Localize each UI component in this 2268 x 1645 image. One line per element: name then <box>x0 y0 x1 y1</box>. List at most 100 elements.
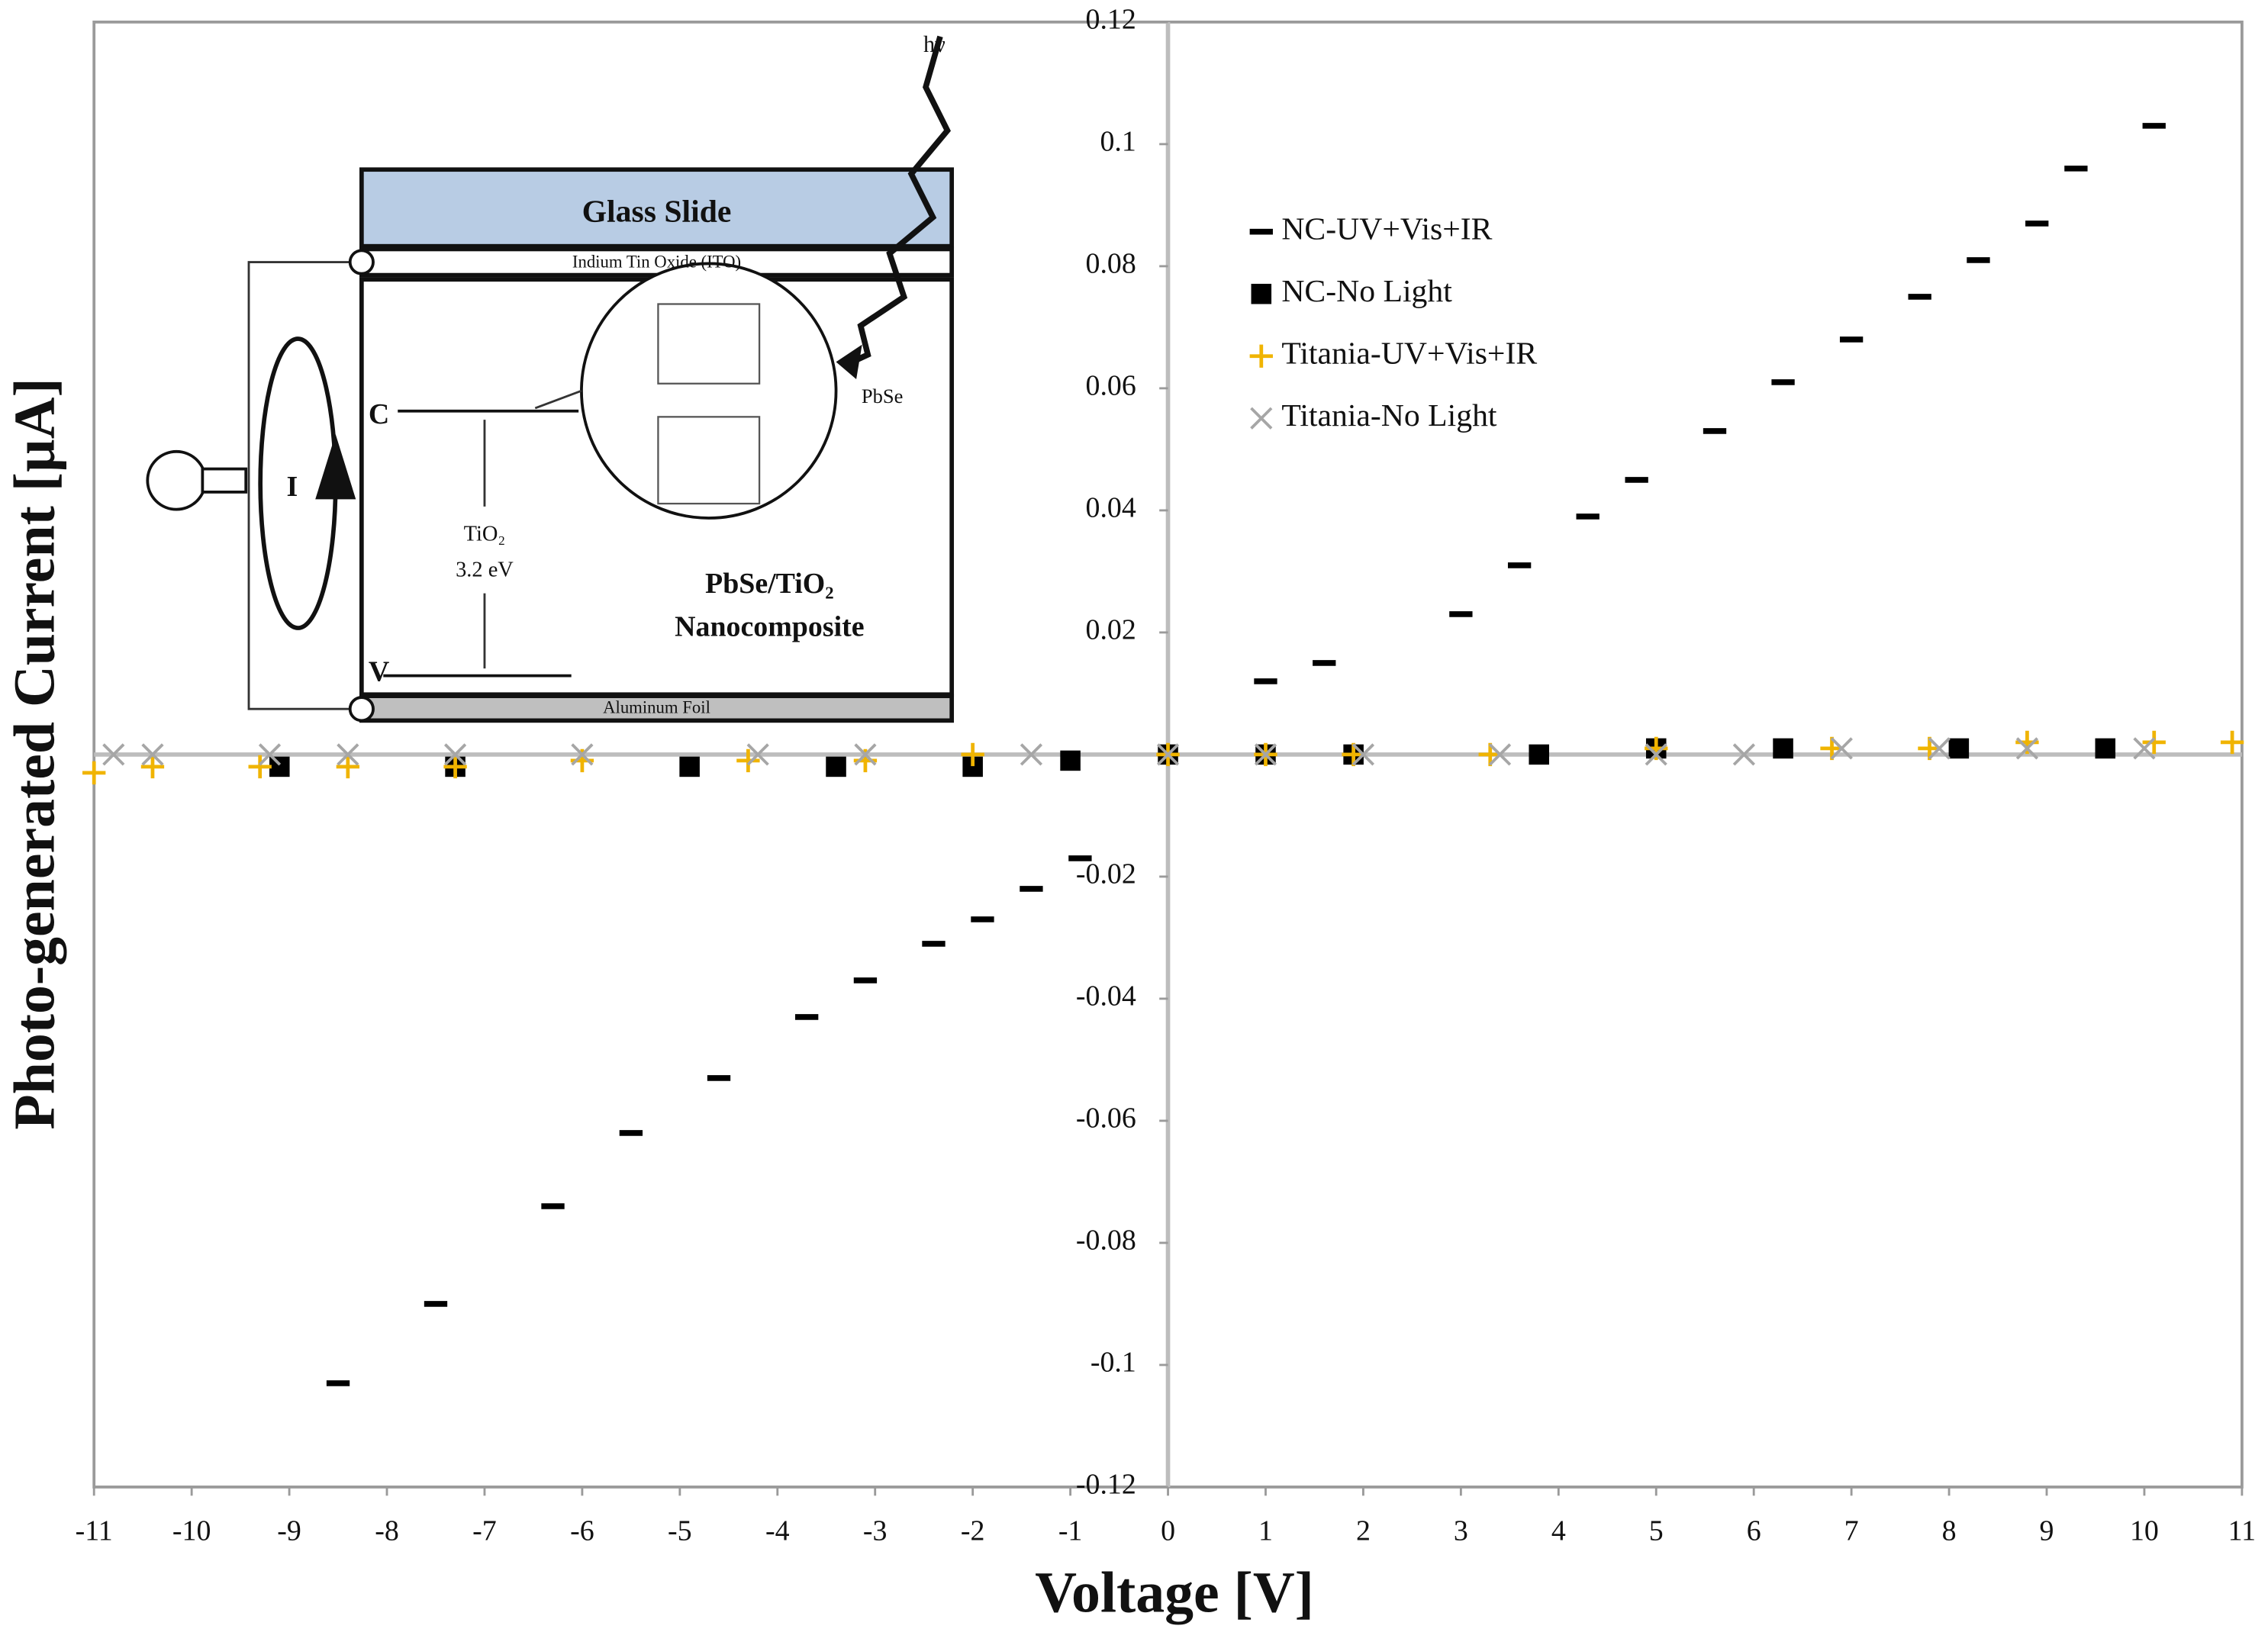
data-point <box>2220 730 2244 755</box>
dot-band <box>657 303 761 385</box>
y-tick-label: -0.06 <box>1076 1103 1136 1135</box>
bulb-base <box>201 467 248 494</box>
y-tick-label: 0.06 <box>1086 370 1136 402</box>
x-tick-label: -7 <box>472 1515 497 1547</box>
y-tick-label: 0.12 <box>1086 4 1136 36</box>
data-point <box>258 743 282 766</box>
x-tick-label: 8 <box>1942 1515 1957 1547</box>
data-point <box>1948 738 1970 759</box>
inset-label: Aluminum Foil <box>603 697 710 716</box>
data-point <box>826 756 846 777</box>
legend-label: NC-UV+Vis+IR <box>1281 211 1492 246</box>
x-tick-label: -8 <box>375 1515 399 1547</box>
data-point <box>248 755 272 779</box>
data-point <box>337 743 359 766</box>
legend-label: Titania-No Light <box>1281 398 1497 433</box>
y-tick-label: -0.12 <box>1076 1469 1136 1501</box>
data-point <box>269 756 290 777</box>
x-tick-label: -6 <box>570 1515 594 1547</box>
x-tick-label: 9 <box>2040 1515 2054 1547</box>
x-axis-title: Voltage [V] <box>1035 1560 1314 1624</box>
data-point <box>443 743 467 766</box>
pointer <box>534 389 582 410</box>
data-point <box>1732 743 1755 766</box>
ray-head <box>836 344 862 380</box>
data-point <box>1342 742 1365 767</box>
data-point <box>140 755 165 779</box>
inset-label: 3.2 eV <box>456 559 514 582</box>
data-point <box>854 743 877 766</box>
data-point <box>746 743 769 766</box>
current-arrow <box>315 434 356 500</box>
data-point <box>1351 743 1375 766</box>
inset-label: I <box>286 471 298 503</box>
data-point <box>1773 738 1793 759</box>
x-tick-label: -9 <box>277 1515 301 1547</box>
data-point <box>102 743 125 766</box>
x-tick-label: -4 <box>765 1515 790 1547</box>
data-point <box>443 755 467 779</box>
data-point <box>1478 742 1502 767</box>
y-tick-label: 0.08 <box>1086 248 1136 280</box>
x-tick-label: -10 <box>172 1515 211 1547</box>
contact <box>348 249 375 275</box>
data-point <box>1529 744 1549 765</box>
y-tick-label: 0.04 <box>1086 492 1136 524</box>
inset-label: hν <box>923 31 946 57</box>
data-point <box>1928 737 1951 760</box>
data-point <box>1020 743 1043 766</box>
y-axis-title: Photo-generated Current [µA] <box>2 378 66 1129</box>
dot-band <box>657 416 761 505</box>
inset-label: PbSe/TiO₂ <box>705 568 834 600</box>
inset-label: C <box>369 398 389 430</box>
x-tick-label: -1 <box>1058 1515 1083 1547</box>
data-point <box>2133 737 2156 760</box>
light-ray <box>845 35 951 368</box>
data-point <box>1645 743 1667 766</box>
data-point <box>1156 743 1180 766</box>
zoom-circle <box>580 262 838 520</box>
glass-layer <box>359 167 955 249</box>
inset-diagram: Glass Slide Indium Tin Oxide (ITO) Alumi… <box>146 31 955 723</box>
x-tick-label: 10 <box>2130 1515 2159 1547</box>
data-point <box>1060 750 1081 771</box>
y-tick-label: -0.1 <box>1091 1347 1136 1379</box>
x-tick-label: 11 <box>2228 1515 2256 1547</box>
inset-label: Indium Tin Oxide (ITO) <box>572 253 741 272</box>
inset-label: PbSe <box>862 385 904 407</box>
legend-label: NC-No Light <box>1281 274 1452 309</box>
data-point <box>2142 730 2166 755</box>
inset-label: V <box>369 655 389 687</box>
x-tick-label: -5 <box>668 1515 692 1547</box>
data-point <box>1488 743 1512 766</box>
data-point <box>1251 283 1272 304</box>
data-point <box>1830 737 1853 760</box>
data-point <box>571 743 594 766</box>
legend-label: Titania-UV+Vis+IR <box>1281 336 1537 371</box>
data-point <box>141 743 164 766</box>
data-point <box>2095 738 2116 759</box>
data-point <box>1249 344 1273 368</box>
inset-label: Nanocomposite <box>675 611 864 643</box>
inset-label: TiO₂ <box>464 522 506 546</box>
data-point <box>961 742 984 767</box>
x-tick-label: -2 <box>961 1515 985 1547</box>
x-tick-label: 5 <box>1649 1515 1664 1547</box>
y-tick-label: -0.04 <box>1076 980 1136 1012</box>
x-tick-label: 3 <box>1454 1515 1468 1547</box>
x-tick-label: 2 <box>1356 1515 1371 1547</box>
bulb <box>146 449 208 511</box>
x-tick-label: 0 <box>1161 1515 1175 1547</box>
y-tick-label: -0.08 <box>1076 1225 1136 1257</box>
x-tick-label: -3 <box>863 1515 888 1547</box>
data-point <box>336 755 360 779</box>
data-point <box>1250 407 1273 430</box>
data-point <box>1254 743 1277 766</box>
y-tick-label: 0.1 <box>1100 126 1136 158</box>
x-tick-label: 4 <box>1551 1515 1566 1547</box>
x-tick-label: -11 <box>76 1515 113 1547</box>
circuit-wire <box>247 261 362 710</box>
x-tick-label: 1 <box>1258 1515 1273 1547</box>
data-point <box>2015 737 2039 760</box>
